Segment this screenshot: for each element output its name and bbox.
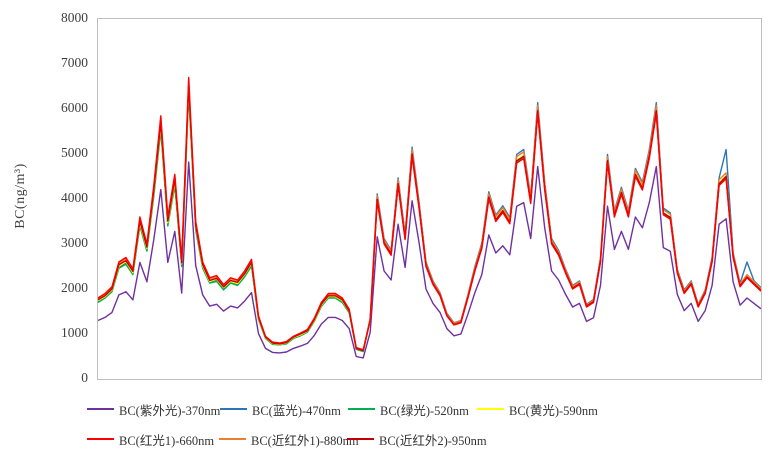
legend-item-520nm: BC(绿光)-520nm	[348, 401, 469, 418]
legend-item-590nm: BC(黄光)-590nm	[477, 401, 598, 418]
y-tick-label: 1000	[61, 325, 88, 340]
legend-label-880nm: BC(近红外1)-880nm	[251, 433, 359, 448]
legend-item-660nm: BC(红光1)-660nm	[87, 431, 215, 448]
legend-swatch-520nm	[348, 408, 375, 410]
legend-label-370nm: BC(紫外光)-370nm	[119, 403, 221, 418]
series-line-950nm	[98, 84, 761, 352]
y-tick-label: 7000	[61, 55, 88, 70]
legend-item-880nm: BC(近红外1)-880nm	[219, 431, 359, 448]
series-line-660nm	[98, 76, 761, 351]
series-line-370nm	[98, 161, 761, 359]
y-tick-label: 0	[81, 370, 88, 385]
legend-label-470nm: BC(蓝光)-470nm	[252, 403, 341, 418]
y-tick-label: 5000	[61, 145, 88, 160]
y-tick-label: 4000	[61, 190, 88, 205]
plot-area	[97, 18, 762, 380]
chart-legend: BC(紫外光)-370nm BC(蓝光)-470nm BC(绿光)-520nm BC(…	[0, 392, 780, 460]
legend-label-590nm: BC(黄光)-590nm	[509, 403, 598, 418]
series-line-880nm	[98, 79, 761, 351]
y-tick-label: 6000	[61, 100, 88, 115]
y-tick-label: 3000	[61, 235, 88, 250]
legend-label-950nm: BC(近红外2)-950nm	[379, 433, 487, 448]
legend-item-370nm: BC(紫外光)-370nm	[87, 401, 221, 418]
y-tick-label: 2000	[61, 280, 88, 295]
legend-label-520nm: BC(绿光)-520nm	[380, 403, 469, 418]
legend-swatch-880nm	[219, 438, 246, 440]
legend-item-950nm: BC(近红外2)-950nm	[347, 431, 487, 448]
legend-swatch-590nm	[477, 408, 504, 410]
legend-swatch-470nm	[220, 408, 247, 410]
legend-swatch-950nm	[347, 438, 374, 440]
chart-canvas	[98, 76, 761, 359]
legend-item-470nm: BC(蓝光)-470nm	[220, 401, 341, 418]
y-axis: 0 1000 2000 3000 4000 5000 6000 7000 8000	[0, 0, 88, 390]
y-tick-label: 8000	[61, 10, 88, 25]
legend-label-660nm: BC(红光1)-660nm	[119, 433, 215, 448]
legend-swatch-660nm	[87, 438, 114, 440]
legend-swatch-370nm	[87, 408, 114, 410]
